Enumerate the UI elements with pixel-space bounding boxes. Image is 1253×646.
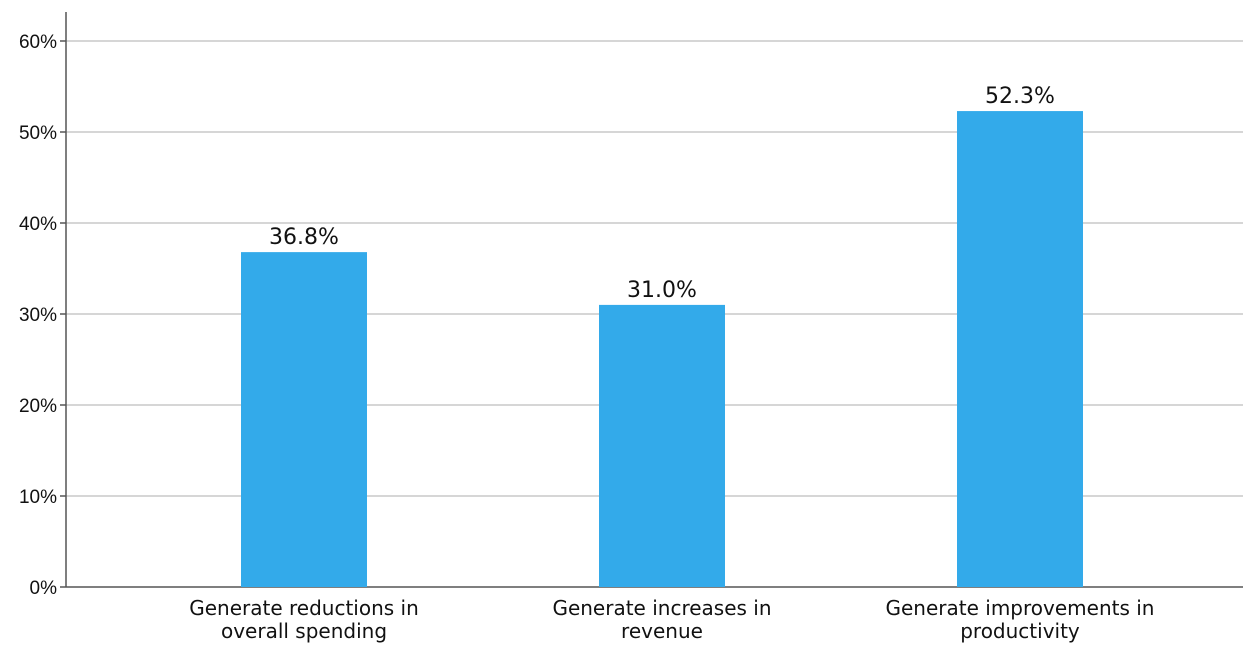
labels: 0% 10% 20% 30% 40% 50% 60% 36.8% Generate reduct… <box>19 32 1155 643</box>
y-tick-label: 50% <box>19 123 57 144</box>
y-tick-label: 20% <box>19 396 57 417</box>
y-tick-label: 0% <box>30 578 58 599</box>
category-label: overall spending <box>221 619 387 643</box>
category-label: Generate reductions in <box>189 596 419 620</box>
category-label: productivity <box>960 619 1080 643</box>
category-label: Generate improvements in <box>886 596 1155 620</box>
y-tick-label: 40% <box>19 214 57 235</box>
category-label: Generate increases in <box>552 596 771 620</box>
y-tick-label: 30% <box>19 305 57 326</box>
bar <box>241 252 367 587</box>
bar <box>599 304 725 587</box>
bar <box>957 111 1083 587</box>
data-label: 31.0% <box>627 278 697 303</box>
data-label: 52.3% <box>985 84 1055 109</box>
data-label: 36.8% <box>269 225 339 250</box>
y-tick-label: 60% <box>19 32 57 53</box>
bars <box>241 111 1083 587</box>
category-label: revenue <box>621 619 703 643</box>
y-tick-label: 10% <box>19 487 57 508</box>
